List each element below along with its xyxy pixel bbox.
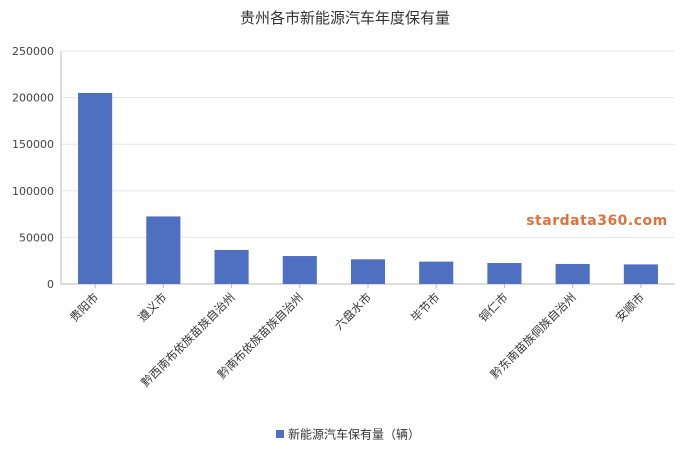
bar	[146, 216, 181, 284]
x-tick-label: 毕节市	[408, 290, 442, 324]
x-tick-label: 遵义市	[135, 290, 169, 324]
y-tick-label: 250000	[12, 45, 54, 58]
x-tick-label: 安顺市	[613, 290, 647, 324]
legend: 新能源汽车保有量（辆）	[276, 427, 420, 442]
bar	[487, 263, 522, 284]
x-tick-label: 六盘水市	[332, 290, 374, 332]
y-tick-label: 100000	[12, 185, 54, 198]
legend-label: 新能源汽车保有量（辆）	[288, 427, 420, 442]
bar	[214, 249, 249, 284]
bar	[623, 264, 658, 284]
y-axis: 0 50000 100000 150000 200000 250000	[12, 45, 62, 291]
chart-title: 贵州各市新能源汽车年度保有量	[240, 9, 450, 27]
bar	[78, 92, 113, 284]
y-tick-label: 200000	[12, 92, 54, 105]
y-tick-label: 150000	[12, 138, 54, 151]
y-tick-label: 0	[47, 278, 54, 291]
y-tick-label: 50000	[19, 231, 54, 244]
bar	[419, 261, 454, 284]
bar	[350, 259, 386, 284]
bar	[555, 263, 590, 284]
x-tick-label: 铜仁市	[476, 290, 510, 324]
bar	[282, 256, 317, 284]
bars	[78, 92, 658, 284]
watermark: stardata360.com	[526, 213, 668, 229]
x-tick-label: 贵阳市	[67, 290, 101, 324]
legend-swatch	[276, 430, 284, 438]
